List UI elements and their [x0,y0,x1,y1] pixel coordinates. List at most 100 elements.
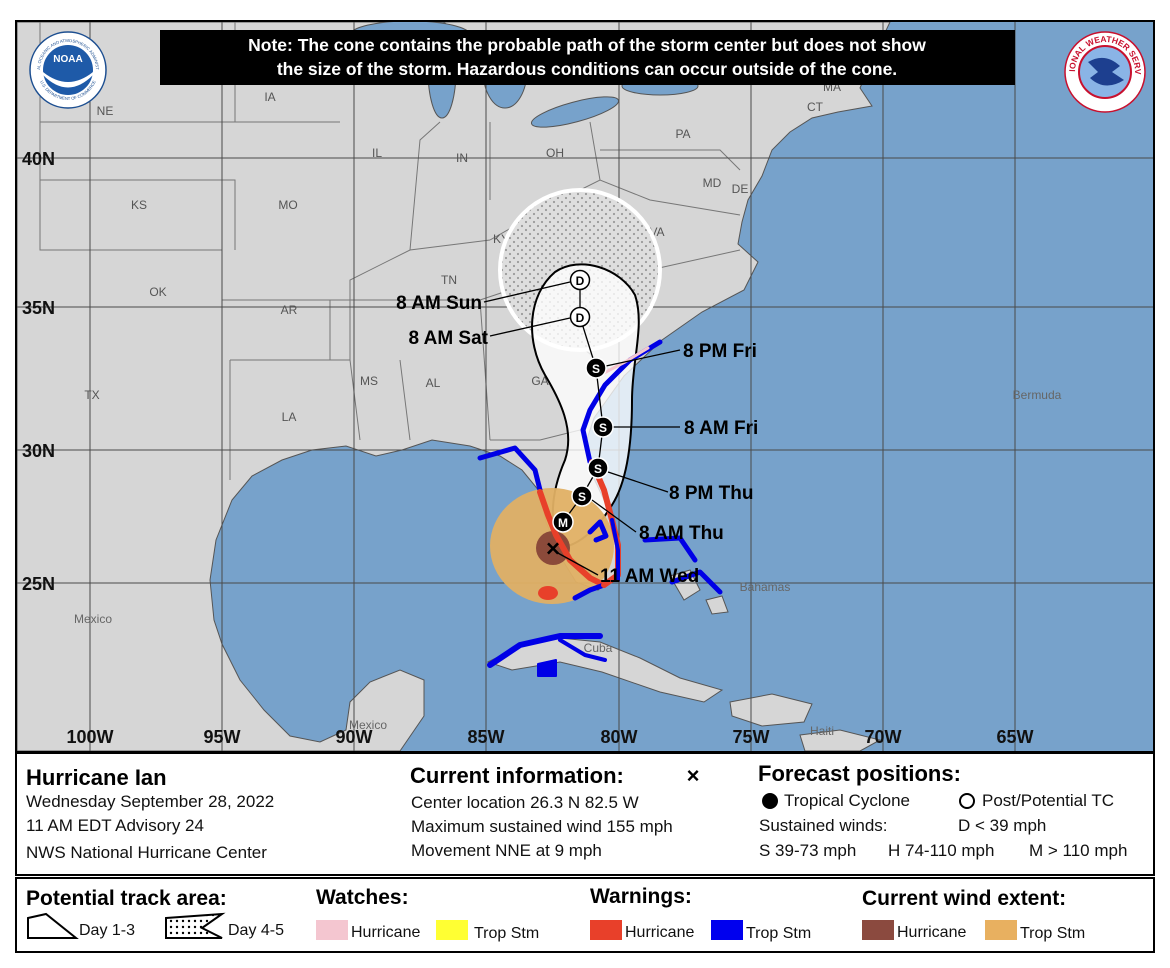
info-panel-text: NWS National Hurricane Center [26,843,267,862]
legend-panel-shape [590,920,622,940]
info-panel-text: Hurricane Ian [26,765,167,790]
forecast-labels-text: 8 AM Thu [639,523,724,544]
state-labels-text: OH [546,146,564,160]
track-leaders-shape [605,349,681,367]
legend-panel-text: Trop Stm [474,925,539,942]
state-labels-text: KS [131,198,147,212]
warnings-shape [537,659,557,677]
note-box-shape [160,30,1015,85]
forecast-markers-text: S [592,362,600,376]
warnings-shape [572,582,607,601]
info-panel: Hurricane Ian Wednesday September 28, 20… [15,752,1155,876]
state-labels-text: MO [278,198,297,212]
day13-cone [531,263,640,550]
forecast-markers-text: M [558,516,568,530]
state-boundaries-shape [40,179,236,250]
noaa-logo: NOAA NATIONAL OCEANIC AND ATMOSPHERIC AD… [17,22,107,109]
legend-panel-text: Hurricane [625,924,694,941]
lon-labels-text: 65W [996,727,1033,747]
legend-panel-shape [436,920,468,940]
lon-labels-text: 85W [467,727,504,747]
info-panel-text: Tropical Cyclone [784,791,910,810]
info-panel-text: Post/Potential TC [982,791,1114,810]
info-panel-text: M > 110 mph [1029,841,1127,860]
lon-labels-text: 80W [600,727,637,747]
forecast-markers-text: S [599,421,607,435]
state-boundaries-shape [600,149,741,171]
legend-panel-text: Trop Stm [1020,925,1085,942]
state-labels-text: MS [360,374,378,388]
forecast-labels-text: 8 AM Sun [396,293,482,314]
forecast-markers-shape [592,416,614,438]
warnings-shape [587,519,609,543]
state-labels-text: MD [703,176,722,190]
legend-panel-shape [165,912,226,939]
forecast-labels-text: 8 PM Fri [683,341,757,362]
info-panel-text: Current information: [410,763,624,788]
state-boundaries-shape [349,239,491,360]
track-leaders-shape [489,317,571,337]
forecast-markers-shape [587,457,609,479]
lon-labels: 100W 95W 90W 85W 80W 75W 70W 65W [66,727,1033,747]
info-panel-text: S 39-73 mph [759,841,856,860]
day13-cone-shape [531,263,640,550]
track-leaders-shape [555,551,599,576]
map: NE IA IL IN OH PA MA CT MD DE KS MO KY W… [17,22,1153,751]
forecast-markers-shape [552,511,574,533]
info-panel-text: Sustained winds: [759,816,888,835]
info-panel-text: Forecast positions: [758,761,961,786]
state-labels-text: OK [149,285,166,299]
warnings-shape [558,638,607,662]
land-shape [799,729,882,751]
place-labels-text: Cuba [584,641,613,655]
lat-labels-text: 30N [22,441,55,461]
state-labels-text: IN [456,151,468,165]
warnings-shape [610,518,620,582]
info-panel-text: Movement NNE at 9 mph [411,841,602,860]
forecast-markers-shape [569,306,591,328]
legend-panel-text: Trop Stm [746,925,811,942]
state-labels-text: PA [675,127,690,141]
legend-panel-text: Warnings: [590,885,692,908]
lon-labels-text: 100W [66,727,113,747]
track-leaders-shape [483,281,571,303]
forecast-markers-text: S [578,490,586,504]
legend-panel-shape [711,920,743,940]
state-boundaries-shape [409,121,441,251]
forecast-markers-text: D [576,274,585,288]
forecast-labels: 8 AM Sun 8 AM Sat 8 PM Fri 8 AM Fri 8 PM… [396,293,758,587]
warnings [477,339,723,677]
note-box: Note: The cone contains the probable pat… [160,30,1015,85]
info-panel-shape [762,793,778,809]
info-panel-text: 11 AM EDT Advisory 24 [26,816,204,835]
note-box-text: the size of the storm. Hazardous conditi… [277,59,897,79]
info-panel-shape [959,793,975,809]
state-labels-text: TX [84,388,99,402]
legend-panel-text: Day 1-3 [79,922,135,939]
place-labels: Bermuda Bahamas Mexico Cuba Mexico Haiti [74,388,1062,738]
track-leaders-shape [591,499,637,533]
forecast-markers: D D S S S S M × [546,269,614,563]
info-panel-text: Maximum sustained wind 155 mph [411,817,673,836]
info-panel-text: Center location 26.3 N 82.5 W [411,793,639,812]
place-labels-text: Mexico [349,718,387,732]
warnings-shape [669,569,723,595]
state-labels-text: DE [732,182,749,196]
warnings-shape [642,535,698,563]
lon-labels-text: 75W [732,727,769,747]
forecast-labels-text: 11 AM Wed [600,566,699,587]
legend-panel-text: Hurricane [897,924,966,941]
forecast-markers-shape [571,485,593,507]
state-boundaries-shape [490,429,581,441]
place-labels-text: Bermuda [1013,388,1062,402]
state-labels-text: AR [281,303,298,317]
lon-labels-text: 95W [203,727,240,747]
legend-panel-text: Potential track area: [26,887,227,910]
lat-labels-text: 25N [22,574,55,594]
state-boundaries-shape [589,121,601,181]
legend-panel-text: Day 4-5 [228,922,284,939]
state-labels-text: LA [282,410,297,424]
legend-panel-text: Current wind extent: [862,887,1066,910]
